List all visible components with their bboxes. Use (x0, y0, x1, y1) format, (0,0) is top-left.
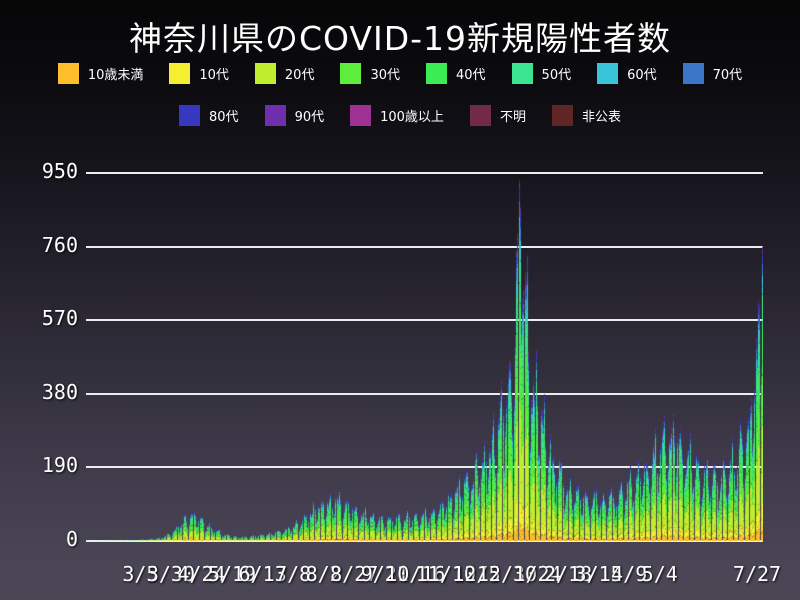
x-tick-label: 4/9 (611, 562, 648, 586)
chart-canvas (86, 173, 763, 541)
legend-swatch (551, 105, 573, 126)
legend-swatch (350, 105, 372, 126)
x-tick-label: 9/21 (360, 562, 409, 586)
x-tick-label: 6/13 (238, 562, 287, 586)
legend-swatch (597, 63, 619, 84)
legend-item: 80代 (179, 105, 239, 126)
legend-swatch (254, 63, 276, 84)
legend-item: 90代 (264, 105, 325, 126)
legend-item: 100歳以上 (350, 105, 444, 126)
chart-title: 神奈川県のCOVID-19新規陽性者数 (128, 19, 672, 58)
legend-item: 20代 (254, 63, 315, 84)
x-tick-label: 12/30 (476, 562, 538, 586)
x-tick-label: 11/10 (415, 562, 476, 586)
x-tick-label: 5/4 (641, 562, 678, 586)
legend-swatch (264, 105, 286, 126)
legend-label: 20代 (284, 68, 315, 83)
legend-swatch (340, 63, 362, 84)
legend-label: 70代 (712, 68, 743, 83)
gridline (86, 540, 763, 542)
legend-label: 50代 (541, 68, 572, 83)
legend-row: 10歳未満 10代 20代 30代 40代 50代 60代 70代 (0, 63, 800, 84)
legend-item: 10代 (169, 63, 229, 84)
x-tick-label: 3/15 (574, 562, 623, 586)
legend-label: 80代 (209, 110, 239, 125)
legend-swatch (426, 63, 447, 84)
legend-label: 10歳未満 (87, 68, 144, 83)
x-tick-label: 7/8 (275, 562, 312, 586)
legend-label: 非公表 (581, 110, 621, 125)
x-tick-label: 7/27 (732, 562, 782, 586)
legend-swatch (57, 63, 79, 84)
legend-label: 60代 (627, 68, 657, 83)
legend-item: 70代 (682, 63, 743, 84)
legend-item: 10歳未満 (57, 63, 144, 84)
legend-label: 10代 (199, 68, 229, 83)
x-tick-label: 10/16 (385, 562, 446, 586)
legend-item: 50代 (511, 63, 572, 84)
legend-swatch (511, 63, 533, 84)
legend-item: 40代 (426, 63, 486, 84)
legend-label: 100歳以上 (380, 110, 444, 125)
y-tick-label: 0 (65, 527, 78, 551)
y-tick-label: 760 (41, 232, 78, 257)
legend-swatch (179, 105, 201, 126)
legend-row: 80代 90代 100歳以上 不明 非公表 (0, 105, 800, 126)
y-tick-label: 190 (41, 453, 78, 478)
legend-label: 40代 (456, 68, 486, 83)
legend-item: 非公表 (551, 105, 621, 126)
legend-swatch (169, 63, 191, 84)
legend-swatch (469, 105, 491, 126)
x-tick-label: 3/30 (146, 562, 195, 586)
legend-label: 30代 (370, 68, 400, 83)
x-tick-label: 2/18 (543, 562, 593, 586)
y-tick-label: 570 (41, 306, 78, 331)
x-tick-label: 3/5 (122, 562, 159, 586)
x-tick-label: 12/5 (452, 562, 501, 586)
legend-label: 不明 (499, 110, 526, 125)
x-tick-label: 1/24 (513, 562, 562, 586)
x-tick-label: 8/27 (330, 562, 379, 586)
legend-item: 60代 (597, 63, 657, 84)
x-tick-label: 4/24 (177, 562, 226, 586)
legend-label: 90代 (294, 110, 325, 125)
legend-swatch (682, 63, 704, 84)
y-tick-label: 950 (41, 159, 78, 183)
x-tick-label: 5/19 (207, 562, 257, 586)
x-tick-label: 8/2 (305, 562, 342, 586)
y-tick-label: 380 (41, 379, 78, 404)
legend-item: 30代 (340, 63, 400, 84)
legend-item: 不明 (469, 105, 526, 126)
